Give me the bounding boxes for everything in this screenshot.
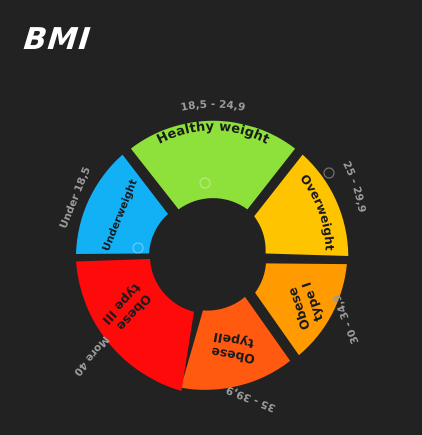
watermark-swirl-icon [199, 177, 211, 189]
healthy-weight-segment [130, 120, 296, 210]
obese-type1-range-label: 30 - 34,9 [331, 293, 362, 346]
obese-type3-segment [76, 259, 194, 391]
obese-type2-label: Obese typeII [206, 329, 259, 367]
watermark-swirl-icon [132, 242, 144, 254]
overweight-range-label: 25 - 29,9 [340, 159, 368, 213]
healthy-range-label: 18,5 - 24,9 [180, 99, 247, 114]
obese-type1-segment [255, 263, 347, 356]
watermark-swirl-icon [323, 167, 335, 179]
obese-type2-range-label: 35 - 39,9 [224, 383, 277, 414]
overweight-segment [254, 154, 349, 256]
obese-type3-range-label: More 40 [71, 334, 111, 379]
obese-type2-segment [180, 296, 291, 390]
underweight-segment [76, 154, 168, 254]
